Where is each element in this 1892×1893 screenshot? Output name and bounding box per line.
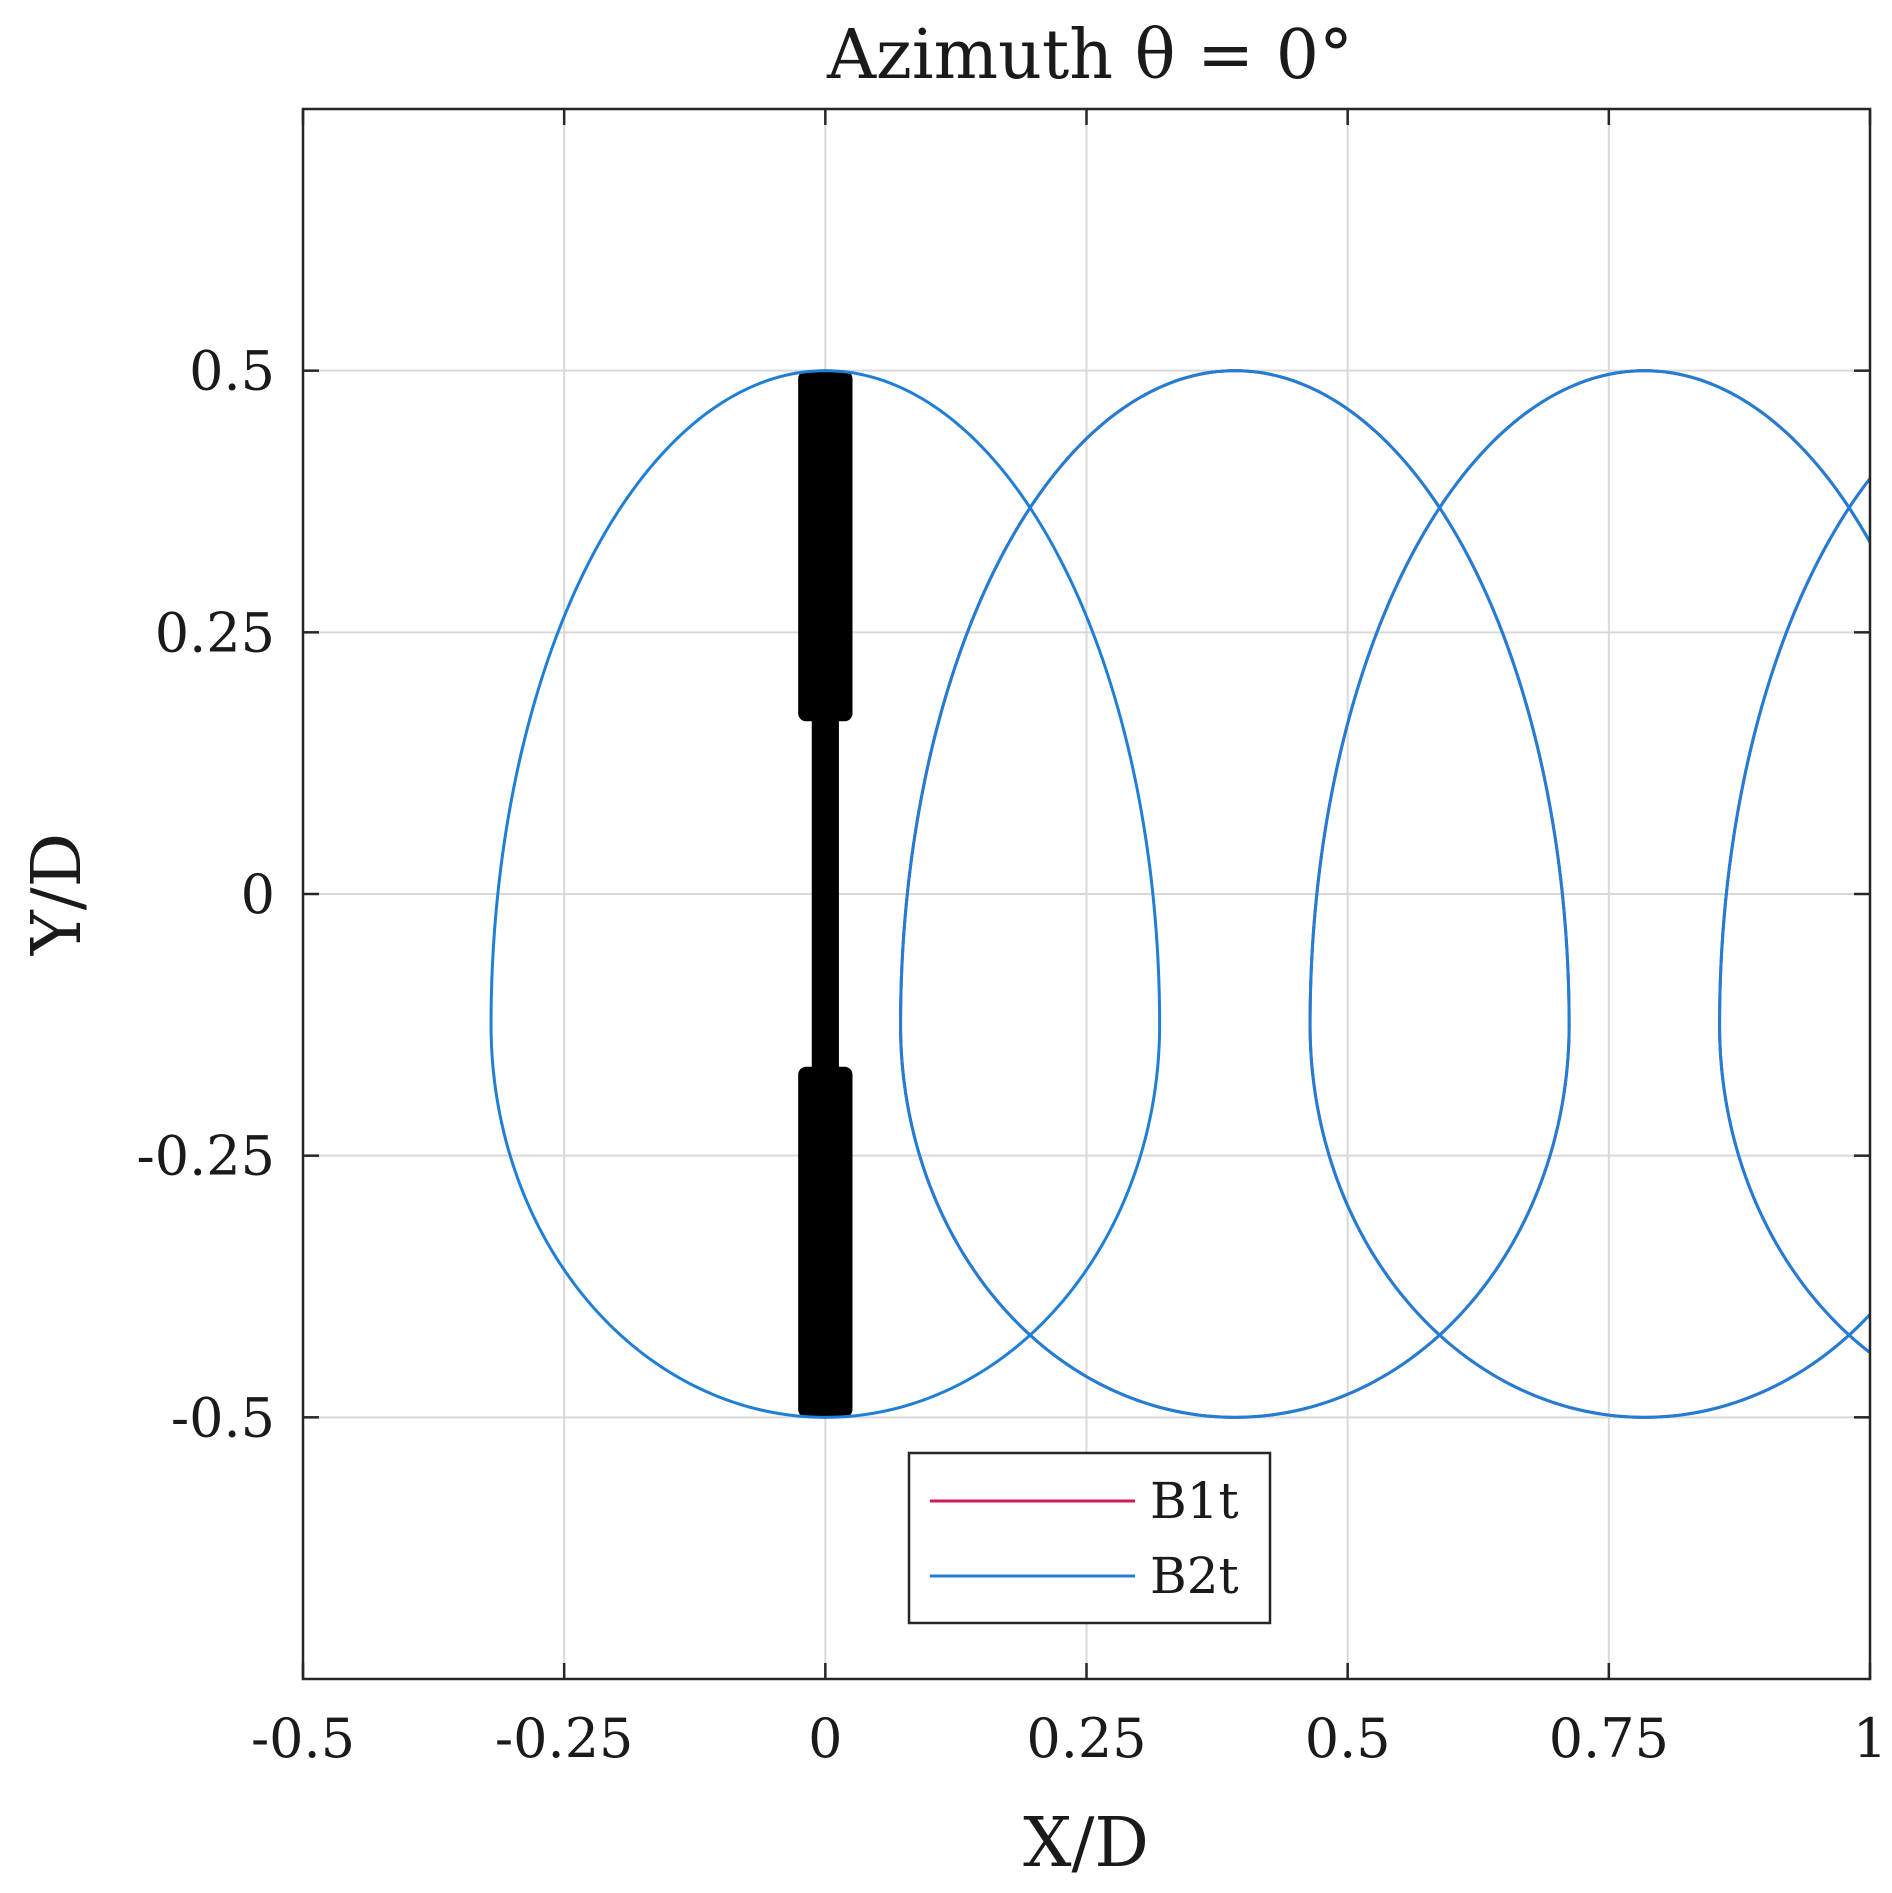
x-tick-label: 0.75 <box>1549 1707 1669 1770</box>
x-tick-label: -0.5 <box>251 1707 355 1770</box>
rotor-blade-2 <box>798 1066 853 1418</box>
legend-label-b2t: B2t <box>1150 1547 1239 1605</box>
y-tick-label: -0.25 <box>137 1125 275 1188</box>
x-tick-label: 0.25 <box>1026 1707 1146 1770</box>
series-B2t-loop-3 <box>1308 369 1870 1419</box>
series-B2t-loop-1 <box>489 369 1162 1419</box>
x-tick-label: -0.25 <box>495 1707 633 1770</box>
x-tick-label: 0 <box>808 1707 842 1770</box>
rotor-blade-1 <box>798 370 853 722</box>
x-tick-labels: -0.5 -0.25 0 0.25 0.5 0.75 1 <box>251 1707 1887 1770</box>
x-axis-label: X/D <box>1023 1804 1149 1883</box>
legend-box <box>907 1451 1272 1625</box>
series-B2t <box>489 369 1870 1419</box>
series-layer <box>489 369 1870 1419</box>
x-tick-label: 1 <box>1853 1707 1887 1770</box>
x-tick-label: 0.5 <box>1305 1707 1391 1770</box>
legend-label-b1t: B1t <box>1150 1472 1239 1530</box>
legend: B1t B2t <box>907 1451 1272 1625</box>
y-axis-label: Y/D <box>18 833 97 956</box>
y-tick-label: 0.25 <box>155 601 275 664</box>
y-tick-labels: -0.5 -0.25 0 0.25 0.5 <box>137 340 275 1450</box>
y-tick-label: -0.5 <box>171 1386 275 1449</box>
y-tick-label: 0 <box>241 863 275 926</box>
y-tick-label: 0.5 <box>189 340 275 403</box>
chart-title: Azimuth θ = 0° <box>826 16 1353 95</box>
series-B2t-loop-4 <box>1718 476 1870 1355</box>
rotor <box>798 370 853 1418</box>
grid <box>302 109 1871 1679</box>
plot-frame <box>301 107 1872 1681</box>
series-B2t-loop-2 <box>899 369 1571 1419</box>
